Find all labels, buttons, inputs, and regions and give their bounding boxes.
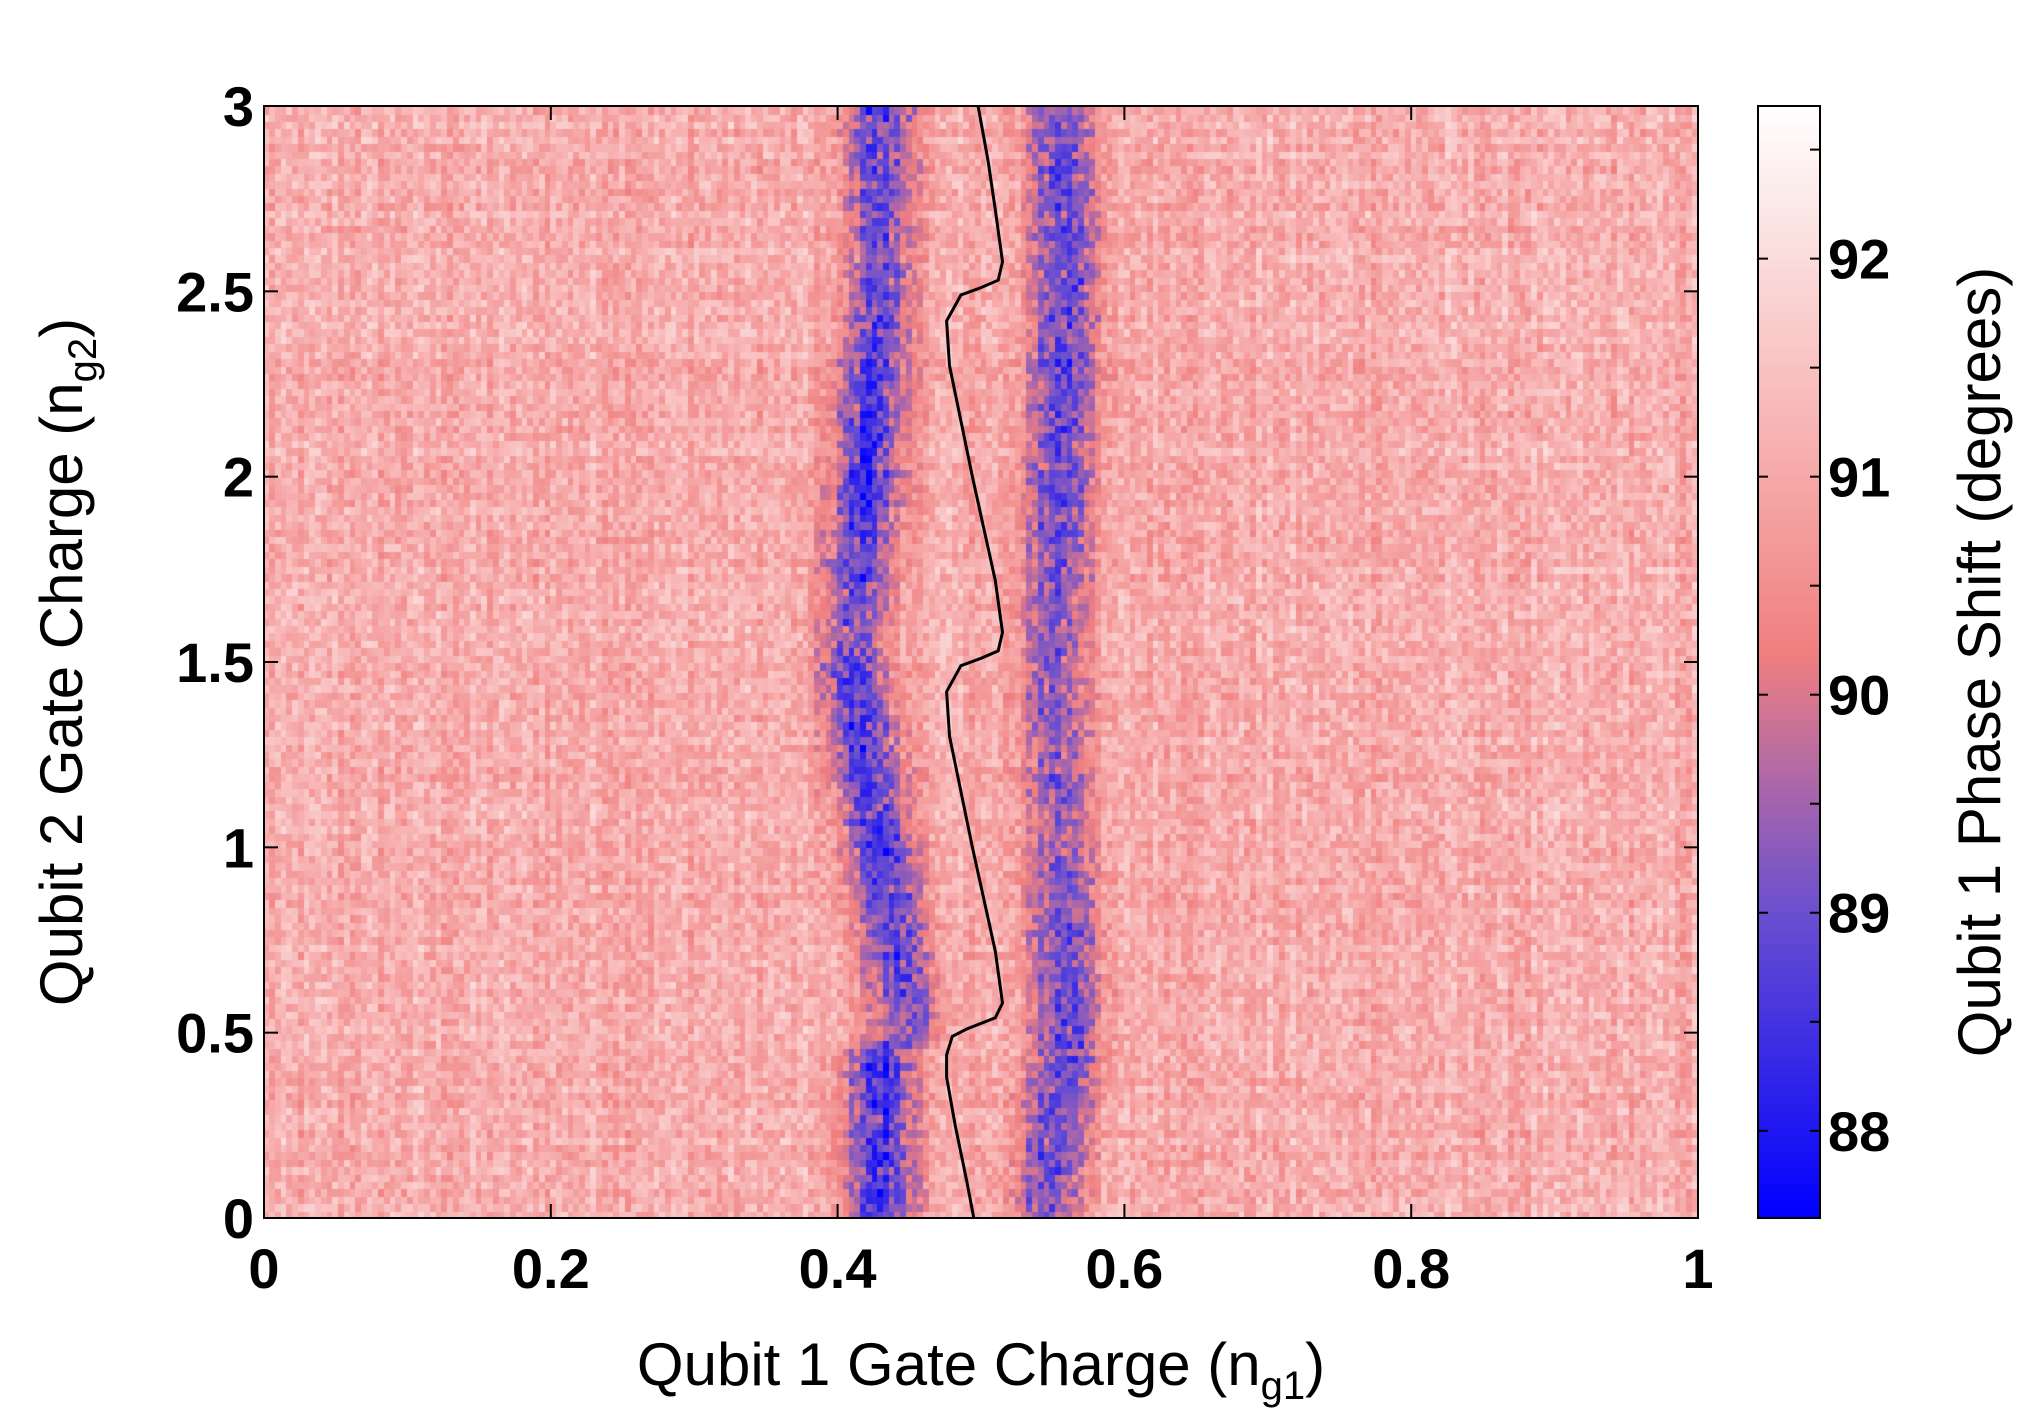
overlay-layer — [945, 105, 1005, 1219]
y-tick-label: 0.5 — [176, 1002, 254, 1065]
x-tick-label: 0.4 — [799, 1237, 877, 1300]
plot-frame — [263, 105, 1699, 1219]
tick-layer: 0 0.2 0.4 0.6 0.8 1 0 0.5 1 1.5 2 2.5 3 88 89 90 91 92 — [176, 75, 1890, 1300]
y-tick-label: 2.5 — [176, 260, 254, 323]
colorbar-tick-label: 89 — [1828, 882, 1890, 945]
y-tick-label: 3 — [223, 75, 254, 138]
colorbar-gradient — [1758, 106, 1820, 1218]
x-tick-label: 0.8 — [1372, 1237, 1450, 1300]
colorbar-frame — [1757, 105, 1821, 1219]
x-axis-label: Qubit 1 Gate Charge (ng1) — [637, 1331, 1325, 1408]
colorbar-tick-label: 92 — [1828, 228, 1890, 291]
y-tick-label: 1 — [223, 816, 254, 879]
x-tick-label: 0.6 — [1085, 1237, 1163, 1300]
overlay-line — [945, 105, 1005, 1219]
colorbar-tick-label: 91 — [1828, 446, 1890, 509]
y-tick-label: 0 — [223, 1187, 254, 1250]
heatmap-image — [264, 106, 1698, 1218]
y-tick-label: 1.5 — [176, 631, 254, 694]
colorbar-label: Qubit 1 Phase Shift (degrees) — [1946, 267, 2013, 1057]
x-tick-label: 1 — [1682, 1237, 1713, 1300]
y-axis-label: Qubit 2 Gate Charge (ng2) — [28, 318, 105, 1006]
colorbar-tick-label: 88 — [1828, 1100, 1890, 1163]
x-tick-label: 0.2 — [512, 1237, 590, 1300]
y-tick-label: 2 — [223, 446, 254, 509]
colorbar-tick-label: 90 — [1828, 664, 1890, 727]
x-tick-label: 0 — [248, 1237, 279, 1300]
